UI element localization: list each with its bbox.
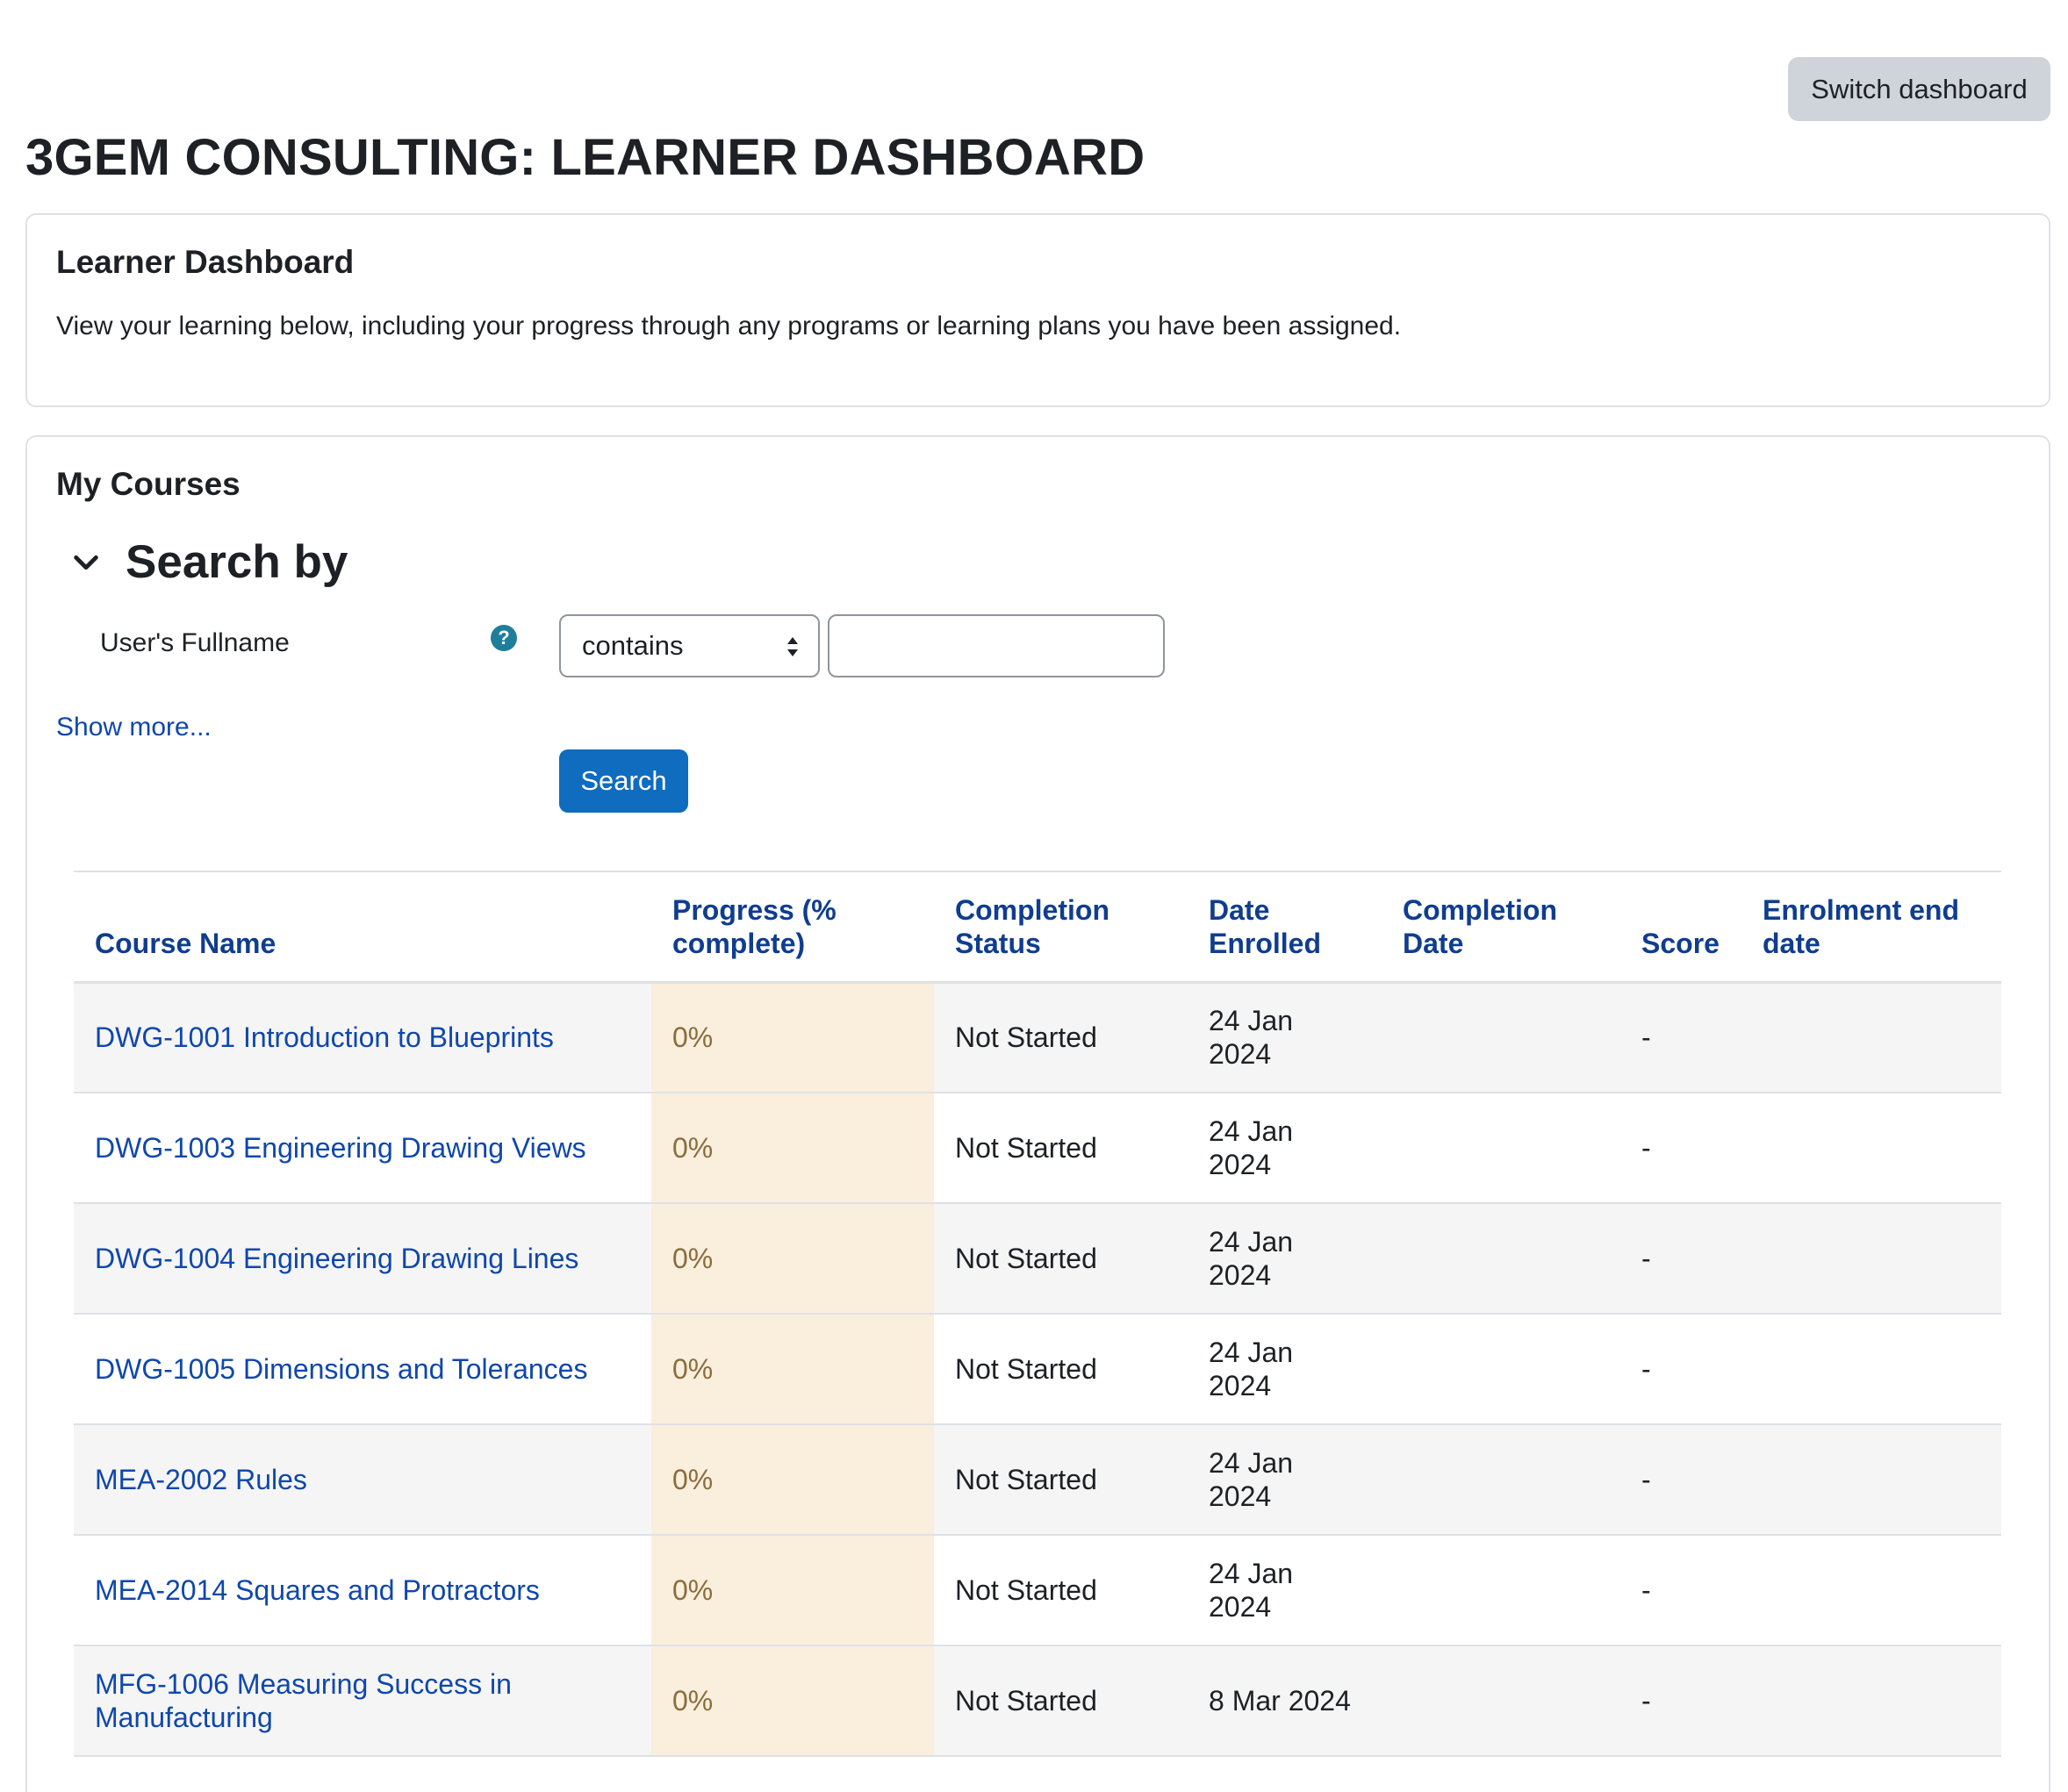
enrolled-cell: 8 Mar 2024	[1188, 1645, 1382, 1757]
column-header-completion-status[interactable]: Completion Status	[955, 893, 1109, 959]
question-circle-icon[interactable]: ?	[491, 625, 517, 651]
enrolled-cell: 24 Jan 2024	[1188, 1535, 1382, 1646]
show-more-link[interactable]: Show more...	[56, 713, 212, 742]
search-by-toggle[interactable]: Search by	[71, 535, 348, 589]
column-header-course-name[interactable]: Course Name	[95, 927, 276, 959]
progress-cell: 0%	[651, 1424, 934, 1536]
table-row: DWG-1004 Engineering Drawing Lines 0% No…	[74, 1203, 2001, 1315]
enrolment-end-cell	[1741, 982, 2001, 1093]
completion-date-cell	[1382, 1424, 1620, 1536]
status-cell: Not Started	[934, 982, 1188, 1093]
card-description: View your learning below, including your…	[56, 312, 1402, 340]
status-cell: Not Started	[934, 1314, 1188, 1425]
course-name-cell: DWG-1003 Engineering Drawing Views	[74, 1093, 651, 1204]
status-cell: Not Started	[934, 1645, 1188, 1757]
course-name-cell: DWG-1004 Engineering Drawing Lines	[74, 1203, 651, 1315]
search-by-heading: Search by	[126, 536, 348, 588]
course-link[interactable]: MFG-1006 Measuring Success in Manufactur…	[95, 1668, 512, 1733]
enrolled-cell: 24 Jan 2024	[1188, 1424, 1382, 1536]
score-cell: -	[1620, 982, 1741, 1093]
fullname-label: User's Fullname	[100, 628, 290, 657]
column-header-date-enrolled[interactable]: Date Enrolled	[1209, 893, 1322, 959]
course-name-cell: MEA-2002 Rules	[74, 1424, 651, 1536]
courses-table: Course Name Progress (% complete) Comple…	[74, 871, 2001, 1757]
status-cell: Not Started	[934, 1093, 1188, 1204]
course-name-cell: MFG-1006 Measuring Success in Manufactur…	[74, 1645, 651, 1757]
card-title: Learner Dashboard	[56, 244, 355, 280]
chevron-down-icon	[74, 555, 98, 570]
progress-cell: 0%	[651, 1314, 934, 1425]
score-cell: -	[1620, 1314, 1741, 1425]
progress-cell: 0%	[651, 982, 934, 1093]
enrolment-end-cell	[1741, 1314, 2001, 1425]
score-cell: -	[1620, 1203, 1741, 1315]
progress-cell: 0%	[651, 1203, 934, 1315]
operator-select-value: contains	[582, 630, 684, 661]
progress-cell: 0%	[651, 1093, 934, 1204]
table-row: DWG-1001 Introduction to Blueprints 0% N…	[74, 982, 2001, 1093]
enrolment-end-cell	[1741, 1093, 2001, 1204]
search-button[interactable]: Search	[559, 749, 688, 813]
table-row: DWG-1003 Engineering Drawing Views 0% No…	[74, 1093, 2001, 1204]
switch-dashboard-button[interactable]: Switch dashboard	[1788, 57, 2050, 121]
course-name-cell: MEA-2014 Squares and Protractors	[74, 1535, 651, 1646]
learner-dashboard-card: Learner Dashboard View your learning bel…	[25, 213, 2050, 407]
completion-date-cell	[1382, 982, 1620, 1093]
table-row: DWG-1005 Dimensions and Tolerances 0% No…	[74, 1314, 2001, 1425]
progress-cell: 0%	[651, 1535, 934, 1646]
enrolled-cell: 24 Jan 2024	[1188, 1203, 1382, 1315]
table-row: MEA-2002 Rules 0% Not Started 24 Jan 202…	[74, 1424, 2001, 1536]
enrolment-end-cell	[1741, 1535, 2001, 1646]
enrolled-cell: 24 Jan 2024	[1188, 982, 1382, 1093]
completion-date-cell	[1382, 1203, 1620, 1315]
column-header-completion-date[interactable]: Completion Date	[1403, 893, 1557, 959]
course-link[interactable]: DWG-1004 Engineering Drawing Lines	[95, 1243, 579, 1274]
my-courses-title: My Courses	[56, 466, 241, 502]
table-row: MFG-1006 Measuring Success in Manufactur…	[74, 1645, 2001, 1757]
status-cell: Not Started	[934, 1203, 1188, 1315]
table-row: MEA-2014 Squares and Protractors 0% Not …	[74, 1535, 2001, 1646]
score-cell: -	[1620, 1424, 1741, 1536]
column-header-score[interactable]: Score	[1641, 927, 1720, 959]
course-link[interactable]: MEA-2014 Squares and Protractors	[95, 1574, 540, 1606]
completion-date-cell	[1382, 1535, 1620, 1646]
status-cell: Not Started	[934, 1535, 1188, 1646]
page-title: 3GEM CONSULTING: LEARNER DASHBOARD	[25, 129, 1145, 186]
enrolled-cell: 24 Jan 2024	[1188, 1093, 1382, 1204]
fullname-search-input[interactable]	[828, 614, 1165, 677]
course-name-cell: DWG-1005 Dimensions and Tolerances	[74, 1314, 651, 1425]
select-arrows-icon	[787, 637, 798, 656]
status-cell: Not Started	[934, 1424, 1188, 1536]
column-header-progress[interactable]: Progress (% complete)	[672, 893, 837, 959]
completion-date-cell	[1382, 1314, 1620, 1425]
score-cell: -	[1620, 1535, 1741, 1646]
course-link[interactable]: DWG-1003 Engineering Drawing Views	[95, 1132, 586, 1164]
course-name-cell: DWG-1001 Introduction to Blueprints	[74, 982, 651, 1093]
table-header-row: Course Name Progress (% complete) Comple…	[74, 871, 2001, 982]
enrolled-cell: 24 Jan 2024	[1188, 1314, 1382, 1425]
score-cell: -	[1620, 1645, 1741, 1757]
column-header-enrolment-end-date[interactable]: Enrolment end date	[1763, 893, 1960, 959]
course-link[interactable]: MEA-2002 Rules	[95, 1464, 307, 1495]
completion-date-cell	[1382, 1093, 1620, 1204]
my-courses-card: My Courses Search by User's Fullname ? c…	[25, 435, 2050, 1792]
completion-date-cell	[1382, 1645, 1620, 1757]
enrolment-end-cell	[1741, 1645, 2001, 1757]
course-link[interactable]: DWG-1005 Dimensions and Tolerances	[95, 1353, 588, 1385]
enrolment-end-cell	[1741, 1424, 2001, 1536]
score-cell: -	[1620, 1093, 1741, 1204]
operator-select[interactable]: contains	[559, 614, 820, 677]
enrolment-end-cell	[1741, 1203, 2001, 1315]
progress-cell: 0%	[651, 1645, 934, 1757]
course-link[interactable]: DWG-1001 Introduction to Blueprints	[95, 1021, 554, 1054]
